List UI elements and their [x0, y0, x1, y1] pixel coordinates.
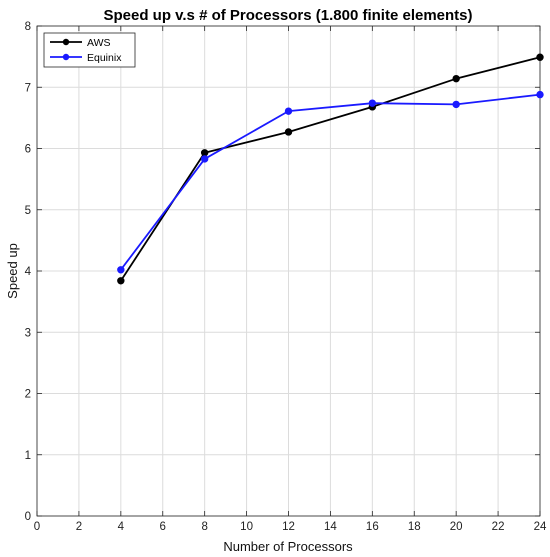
legend-marker-aws — [62, 38, 70, 46]
x-axis-label: Number of Processors — [223, 539, 353, 554]
x-tick-label: 18 — [408, 521, 421, 533]
x-tick-label: 14 — [324, 521, 337, 533]
data-point-equinix — [368, 99, 377, 107]
x-tick-label: 6 — [160, 521, 166, 533]
x-tick-label: 0 — [34, 521, 40, 533]
y-tick-label: 0 — [25, 511, 31, 523]
legend-box — [43, 32, 136, 68]
data-point-equinix — [117, 266, 125, 274]
y-axis-label: Speed up — [5, 243, 20, 299]
data-point-aws — [200, 149, 209, 157]
x-tick-label: 20 — [450, 521, 463, 533]
x-tick-label: 2 — [76, 521, 82, 533]
data-point-equinix — [452, 100, 460, 109]
data-point-aws — [452, 74, 460, 83]
data-point-aws — [284, 128, 293, 136]
series-equinix — [117, 90, 544, 274]
y-tick-label: 3 — [25, 327, 31, 339]
y-tick-label: 5 — [25, 205, 31, 217]
x-tick-label: 16 — [366, 521, 379, 533]
y-tick-label: 6 — [25, 144, 31, 156]
y-tick-label: 8 — [25, 21, 31, 33]
y-tick-label: 1 — [25, 450, 31, 462]
data-point-equinix — [200, 155, 209, 163]
data-point-equinix — [536, 90, 544, 99]
x-tick-label: 4 — [118, 521, 125, 533]
grid-lines — [36, 25, 541, 517]
y-tick-label: 4 — [25, 266, 32, 278]
y-tick-label: 2 — [25, 389, 31, 401]
data-point-aws — [117, 277, 125, 285]
x-tick-label: 10 — [240, 521, 253, 533]
data-point-aws — [536, 53, 544, 61]
series-aws — [117, 53, 544, 285]
legend-marker-equinix — [62, 53, 70, 61]
x-tick-label: 8 — [201, 521, 207, 533]
x-tick-label: 12 — [282, 521, 295, 533]
series-line-equinix — [120, 93, 541, 271]
data-point-equinix — [284, 107, 293, 115]
series-line-aws — [120, 56, 541, 282]
legend-label-equinix: Equinix — [87, 52, 122, 64]
legend: AWS Equinix — [43, 32, 136, 68]
y-tick-label: 7 — [25, 82, 31, 94]
series-group — [117, 53, 544, 285]
chart-title: Speed up v.s # of Processors (1.800 fini… — [103, 7, 472, 24]
x-tick-label: 24 — [534, 521, 547, 533]
x-tick-label: 22 — [492, 521, 505, 533]
legend-label-aws: AWS — [87, 37, 111, 49]
